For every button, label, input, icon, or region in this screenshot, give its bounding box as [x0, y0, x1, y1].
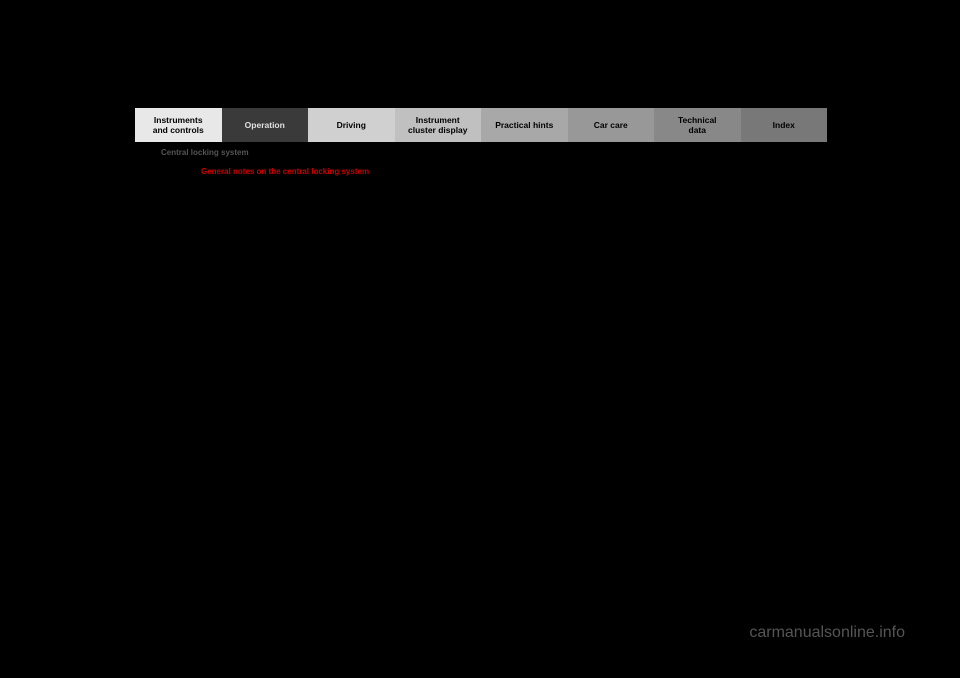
watermark-text: carmanualsonline.info [749, 624, 905, 642]
tab-instrument-cluster[interactable]: Instrumentcluster display [395, 108, 482, 142]
tab-instruments-controls[interactable]: Instrumentsand controls [135, 108, 222, 142]
tab-driving[interactable]: Driving [308, 108, 395, 142]
page-container: Instrumentsand controls Operation Drivin… [135, 108, 827, 176]
page-title: General notes on the central locking sys… [201, 167, 827, 176]
tab-operation[interactable]: Operation [222, 108, 309, 142]
tab-index[interactable]: Index [741, 108, 828, 142]
tab-technical-data[interactable]: Technicaldata [654, 108, 741, 142]
nav-tabs: Instrumentsand controls Operation Drivin… [135, 108, 827, 142]
tab-car-care[interactable]: Car care [568, 108, 655, 142]
tab-practical-hints[interactable]: Practical hints [481, 108, 568, 142]
section-header: Central locking system [161, 148, 827, 157]
